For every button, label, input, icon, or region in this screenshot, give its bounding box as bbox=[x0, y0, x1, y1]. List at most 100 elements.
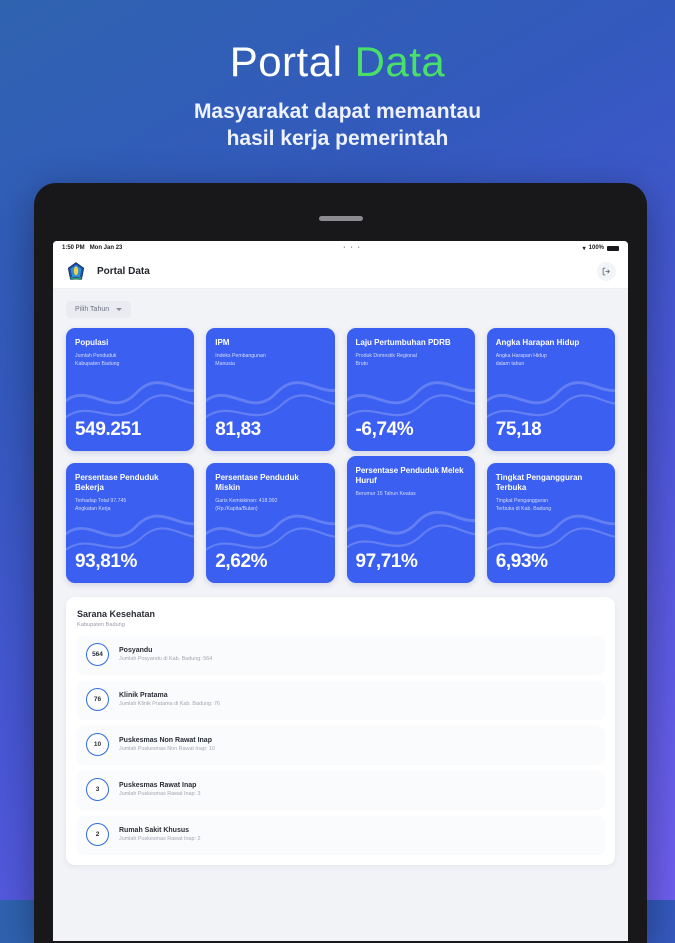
app-title: Portal Data bbox=[97, 266, 150, 277]
stat-card[interactable]: Laju Pertumbuhan PDRB Produk Domestik Reg… bbox=[346, 328, 475, 451]
facility-count-badge: 564 bbox=[86, 643, 109, 666]
stat-card-subtitle-line: Produk Domestik Regional bbox=[355, 353, 417, 359]
facility-count-badge: 2 bbox=[86, 823, 109, 846]
stat-card-title: Persentase Penduduk Miskin bbox=[215, 473, 299, 492]
facility-row[interactable]: 564 Posyandu Jumlah Posyandu di Kab. Badun… bbox=[77, 636, 604, 673]
facility-text: Klinik Pratama Jumlah Klinik Pratama di K… bbox=[119, 692, 220, 707]
promo-header: Portal Data Masyarakat dapat memantau ha… bbox=[0, 0, 675, 153]
panel-title: Sarana Kesehatan bbox=[77, 609, 156, 619]
stat-card-value: 6,93% bbox=[495, 551, 548, 572]
facility-count-badge: 3 bbox=[86, 778, 109, 801]
logout-icon[interactable] bbox=[597, 262, 616, 281]
stat-card-title: Laju Pertumbuhan PDRB bbox=[355, 338, 451, 347]
facility-description: Jumlah Puskesmas Non Rawat Inap: 10 bbox=[119, 746, 215, 752]
stat-card-subtitle: Berumur 15 Tahun Keatas bbox=[356, 490, 466, 498]
status-time: 1:50 PM bbox=[62, 245, 85, 251]
chevron-down-icon bbox=[116, 308, 123, 311]
facility-name: Puskesmas Non Rawat Inap bbox=[119, 737, 212, 744]
stat-card-subtitle: Tingkat Pengangguran Terbuka di Kab. Badu… bbox=[496, 497, 606, 513]
stat-card[interactable]: Angka Harapan Hidup Angka Harapan Hidup da… bbox=[486, 328, 615, 451]
status-bar: 1:50 PM Mon Jan 23 • • • ▾ 100% bbox=[53, 241, 628, 255]
stat-card-subtitle-line: Tingkat Pengangguran bbox=[495, 498, 549, 504]
stat-card[interactable]: Persentase Penduduk Miskin Garis Kemiskin… bbox=[206, 463, 335, 583]
facility-text: Rumah Sakit Khusus Jumlah Puskesmas Rawat… bbox=[119, 827, 201, 842]
stat-card-subtitle-line: Terhadap Total 97.745 bbox=[75, 498, 127, 504]
stat-card-value: -6,74% bbox=[355, 419, 414, 440]
stat-card-subtitle-line: Berumur 15 Tahun Keatas bbox=[355, 491, 416, 497]
panel-subtitle: Kabupaten Badung bbox=[77, 622, 125, 628]
stat-card[interactable]: Persentase Penduduk Bekerja Terhadap Tota… bbox=[66, 463, 195, 583]
stat-card-subtitle: Angka Harapan Hidup dalam tahun bbox=[496, 352, 606, 368]
stat-card-subtitle: Indeks Pembangunan Manusia bbox=[215, 352, 325, 368]
stat-card-subtitle-line: Terbuka di Kab. Badung bbox=[495, 506, 552, 513]
stat-card-value: 97,71% bbox=[355, 551, 418, 572]
promo-subtitle-line2: hasil kerja pemerintah bbox=[226, 127, 449, 151]
stat-card-subtitle-line: Indeks Pembangunan bbox=[215, 353, 266, 359]
facility-row[interactable]: 2 Rumah Sakit Khusus Jumlah Puskesmas Rawa… bbox=[77, 816, 604, 853]
facility-row-list: 564 Posyandu Jumlah Posyandu di Kab. Badun… bbox=[77, 636, 604, 853]
facility-name: Rumah Sakit Khusus bbox=[119, 827, 190, 834]
stat-card-value: 81,83 bbox=[215, 419, 261, 440]
device-speaker bbox=[318, 216, 363, 221]
stat-card-subtitle-line: Angka Harapan Hidup bbox=[495, 353, 547, 359]
stat-card-subtitle-line: (Rp./Kapita/Bulan) bbox=[215, 506, 258, 513]
status-center-dots: • • • bbox=[343, 245, 362, 251]
stat-card-value: 549.251 bbox=[75, 419, 141, 440]
stat-card[interactable]: Tingkat Pengangguran Terbuka Tingkat Peng… bbox=[486, 463, 615, 583]
battery-percent: 100% bbox=[588, 245, 604, 251]
device-screen: 1:50 PM Mon Jan 23 • • • ▾ 100% Portal D… bbox=[53, 241, 628, 941]
badung-emblem-logo-icon bbox=[65, 261, 87, 283]
stat-card-subtitle-line: Bruto bbox=[355, 361, 368, 368]
stat-card-subtitle-line: Angkatan Kerja bbox=[75, 506, 111, 513]
stat-card-subtitle-line: Garis Kemiskinan: 418.992 bbox=[215, 498, 278, 504]
stat-card-value: 93,81% bbox=[75, 551, 138, 572]
app-bar: Portal Data bbox=[53, 255, 628, 289]
battery-icon bbox=[607, 245, 619, 251]
promo-title: Portal Data bbox=[0, 38, 675, 85]
facility-name: Puskesmas Rawat Inap bbox=[119, 782, 197, 789]
stat-card-title: Persentase Penduduk Bekerja bbox=[75, 473, 159, 492]
promo-title-accent: Data bbox=[354, 38, 446, 85]
stat-card[interactable]: Populasi Jumlah Penduduk Kabupaten Badung 5… bbox=[66, 328, 195, 451]
facility-text: Puskesmas Rawat Inap Jumlah Puskesmas Raw… bbox=[119, 782, 201, 797]
stat-card-subtitle: Garis Kemiskinan: 418.992 (Rp./Kapita/Bul… bbox=[215, 497, 325, 513]
facility-row[interactable]: 3 Puskesmas Rawat Inap Jumlah Puskesmas Ra… bbox=[77, 771, 604, 808]
stat-card-title: Populasi bbox=[75, 338, 109, 347]
stat-card-grid-row1: Populasi Jumlah Penduduk Kabupaten Badung 5… bbox=[66, 328, 615, 451]
facility-name: Klinik Pratama bbox=[119, 692, 168, 699]
stat-card[interactable]: IPM Indeks Pembangunan Manusia 81,83 bbox=[206, 328, 335, 451]
dashboard-content: Pilih Tahun Populasi Jumlah Penduduk Kabup… bbox=[53, 289, 628, 865]
stat-card-subtitle-line: Jumlah Penduduk bbox=[75, 353, 117, 359]
facility-count-badge: 76 bbox=[86, 688, 109, 711]
health-facilities-panel: Sarana Kesehatan Kabupaten Badung 564 Pos… bbox=[66, 597, 615, 865]
stat-card-grid-row2: Persentase Penduduk Bekerja Terhadap Tota… bbox=[66, 456, 615, 583]
promo-subtitle-line1: Masyarakat dapat memantau bbox=[193, 100, 482, 124]
stat-card-subtitle: Terhadap Total 97.745 Angkatan Kerja bbox=[75, 497, 185, 513]
tablet-device-frame: 1:50 PM Mon Jan 23 • • • ▾ 100% Portal D… bbox=[34, 183, 647, 943]
promo-subtitle: Masyarakat dapat memantau hasil kerja pe… bbox=[0, 98, 675, 153]
facility-text: Posyandu Jumlah Posyandu di Kab. Badung: … bbox=[119, 647, 212, 662]
facility-description: Jumlah Klinik Pratama di Kab. Badung: 76 bbox=[119, 701, 220, 707]
facility-description: Jumlah Puskesmas Rawat Inap: 3 bbox=[119, 791, 201, 797]
facility-description: Jumlah Puskesmas Rawat Inap: 2 bbox=[119, 836, 201, 842]
stat-card-title: IPM bbox=[215, 338, 230, 347]
status-date: Mon Jan 23 bbox=[89, 245, 123, 251]
facility-row[interactable]: 76 Klinik Pratama Jumlah Klinik Pratama di… bbox=[77, 681, 604, 718]
stat-card-value: 75,18 bbox=[495, 419, 542, 440]
stat-card-subtitle-line: dalam tahun bbox=[495, 361, 525, 368]
year-select-label: Pilih Tahun bbox=[75, 306, 110, 313]
stat-card-subtitle-line: Kabupaten Badung bbox=[75, 361, 120, 368]
facility-text: Puskesmas Non Rawat Inap Jumlah Puskesmas… bbox=[119, 737, 215, 752]
stat-card-subtitle-line: Manusia bbox=[215, 361, 235, 368]
promo-title-main: Portal bbox=[229, 38, 355, 85]
stat-card[interactable]: Persentase Penduduk Melek Huruf Berumur 1… bbox=[346, 456, 475, 583]
facility-name: Posyandu bbox=[119, 647, 153, 654]
stat-card-title: Persentase Penduduk Melek Huruf bbox=[355, 466, 464, 485]
stat-card-subtitle: Jumlah Penduduk Kabupaten Badung bbox=[75, 352, 185, 368]
facility-row[interactable]: 10 Puskesmas Non Rawat Inap Jumlah Puskesm… bbox=[77, 726, 604, 763]
stat-card-title: Angka Harapan Hidup bbox=[495, 338, 580, 347]
year-select-dropdown[interactable]: Pilih Tahun bbox=[66, 301, 132, 318]
stat-card-value: 2,62% bbox=[215, 551, 268, 572]
stat-card-title: Tingkat Pengangguran Terbuka bbox=[495, 473, 583, 492]
wifi-icon: ▾ bbox=[582, 245, 586, 252]
